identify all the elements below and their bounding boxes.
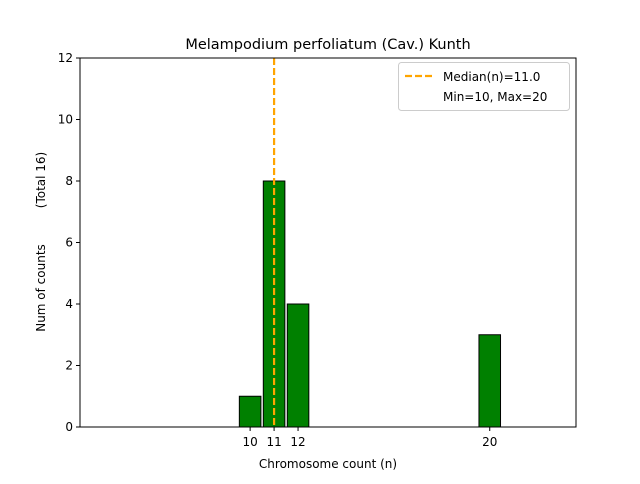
x-tick-label: 11 xyxy=(266,435,281,449)
x-tick-label: 10 xyxy=(242,435,257,449)
x-axis-label: Chromosome count (n) xyxy=(259,457,397,471)
y-tick-label: 10 xyxy=(58,113,73,127)
y-tick-label: 4 xyxy=(65,297,73,311)
y-tick-label: 12 xyxy=(58,51,73,65)
legend-box xyxy=(398,62,570,111)
y-tick-label: 6 xyxy=(65,236,73,250)
bar-n-20 xyxy=(478,334,502,428)
x-axis-ticks: 10 11 12 20 xyxy=(242,427,497,449)
legend-median-label: Median(n)=11.0 xyxy=(443,70,540,84)
y-axis-total-label: (Total 16) xyxy=(34,152,48,208)
y-tick-label: 0 xyxy=(65,420,73,434)
y-tick-label: 8 xyxy=(65,174,73,188)
y-axis-label: Num of counts xyxy=(34,244,48,332)
x-tick-label: 20 xyxy=(482,435,497,449)
legend: Median(n)=11.0 Min=10, Max=20 xyxy=(398,62,570,111)
legend-range-label: Min=10, Max=20 xyxy=(443,90,547,104)
x-tick-label: 12 xyxy=(290,435,305,449)
chart-title: Melampodium perfoliatum (Cav.) Kunth xyxy=(185,37,470,53)
y-axis-ticks: 0 2 4 6 8 10 12 xyxy=(58,51,80,434)
y-tick-label: 2 xyxy=(65,359,73,373)
bar-n-10 xyxy=(238,395,262,428)
bar-n-12 xyxy=(286,303,310,428)
